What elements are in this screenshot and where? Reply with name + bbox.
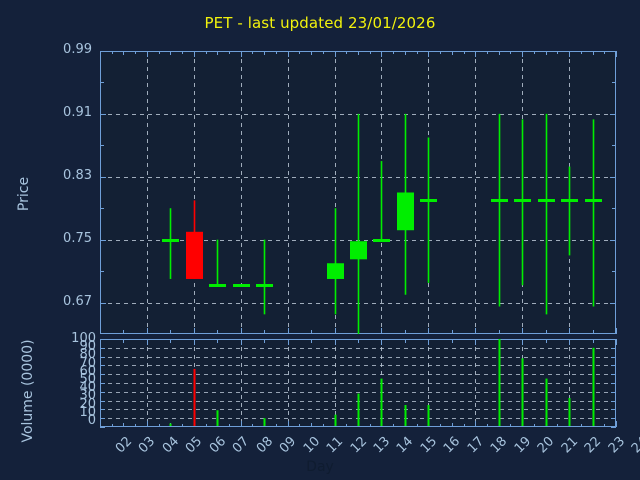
volume-axis-title: Volume (0000) bbox=[20, 339, 36, 443]
price-tick-label: 0.99 bbox=[63, 42, 92, 57]
volume-tick-label: 60 bbox=[79, 363, 96, 379]
volume-tick-label: 40 bbox=[79, 380, 96, 396]
candle-body bbox=[350, 241, 367, 260]
volume-tick-label: 20 bbox=[79, 396, 96, 412]
volume-tick-label: 100 bbox=[71, 331, 96, 346]
candle-body bbox=[397, 192, 414, 231]
volume-tick-label: 50 bbox=[79, 372, 96, 387]
x-axis-title: Day bbox=[306, 459, 334, 475]
volume-tick-label: 30 bbox=[79, 388, 96, 404]
volume-tick-label: 10 bbox=[79, 404, 96, 420]
volume-tick-label: 0 bbox=[87, 413, 96, 428]
price-tick-label: 0.91 bbox=[63, 104, 92, 120]
candle-body bbox=[327, 263, 344, 279]
chart-title: PET - last updated 23/01/2026 bbox=[204, 14, 436, 32]
price-tick-label: 0.83 bbox=[63, 167, 92, 183]
volume-tick-label: 80 bbox=[79, 347, 96, 363]
price-tick-label: 0.75 bbox=[63, 230, 92, 246]
price-tick-label: 0.67 bbox=[63, 293, 92, 309]
candle-body bbox=[186, 231, 203, 279]
price-axis-title: Price bbox=[16, 176, 32, 212]
volume-tick-label: 90 bbox=[79, 339, 96, 355]
volume-tick-label: 70 bbox=[79, 355, 96, 371]
